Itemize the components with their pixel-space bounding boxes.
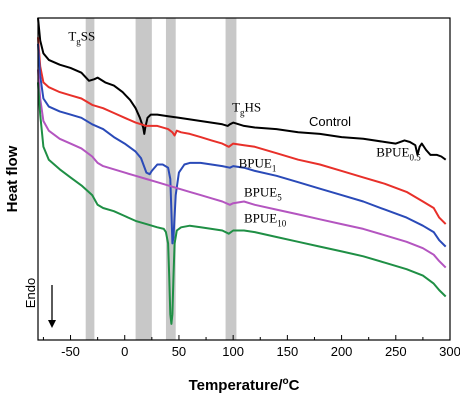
series-label-control: Control — [309, 114, 351, 129]
annotation-tghs: TgHS — [232, 99, 261, 117]
endo-arrow-head — [48, 320, 56, 328]
y-axis-title: Heat flow — [4, 145, 21, 212]
x-tick-label: 300 — [439, 344, 460, 359]
series-lines — [37, 17, 447, 325]
series-label-bpue0-5: BPUE0.5 — [376, 144, 421, 162]
x-axis-title: Temperature/oC — [189, 376, 300, 394]
x-tick-label: 0 — [121, 344, 128, 359]
annotation-tgss: TgSS — [68, 29, 95, 47]
plot-frame — [37, 17, 451, 341]
x-tick-label: 150 — [277, 344, 299, 359]
series-label-bpue10: BPUE10 — [244, 210, 287, 228]
highlight-band — [225, 18, 237, 340]
highlight-bands — [85, 18, 237, 340]
endo-indicator: Endo — [23, 278, 56, 328]
x-axis-ticks: -50 0 50 100 150 200 250 300 — [42, 335, 460, 359]
x-tick-label: 100 — [222, 344, 244, 359]
series-line-control — [37, 17, 447, 161]
endo-label: Endo — [23, 278, 38, 308]
series-label-bpue5: BPUE5 — [244, 185, 282, 203]
series-line-bpue1 — [37, 43, 447, 248]
annotations: TgSS TgHS — [68, 29, 261, 118]
x-tick-label: 50 — [172, 344, 186, 359]
series-label-bpue1: BPUE1 — [239, 156, 277, 174]
series-labels: Control BPUE0.5 BPUE1 BPUE5 BPUE10 — [239, 114, 422, 229]
x-tick-label: 200 — [331, 344, 353, 359]
series-line-bpue10 — [37, 82, 447, 325]
highlight-band — [85, 18, 95, 340]
series-line-bpue0-5 — [37, 37, 447, 225]
series-line-bpue5 — [37, 69, 447, 269]
x-tick-label: -50 — [61, 344, 80, 359]
x-tick-label: 250 — [385, 344, 407, 359]
